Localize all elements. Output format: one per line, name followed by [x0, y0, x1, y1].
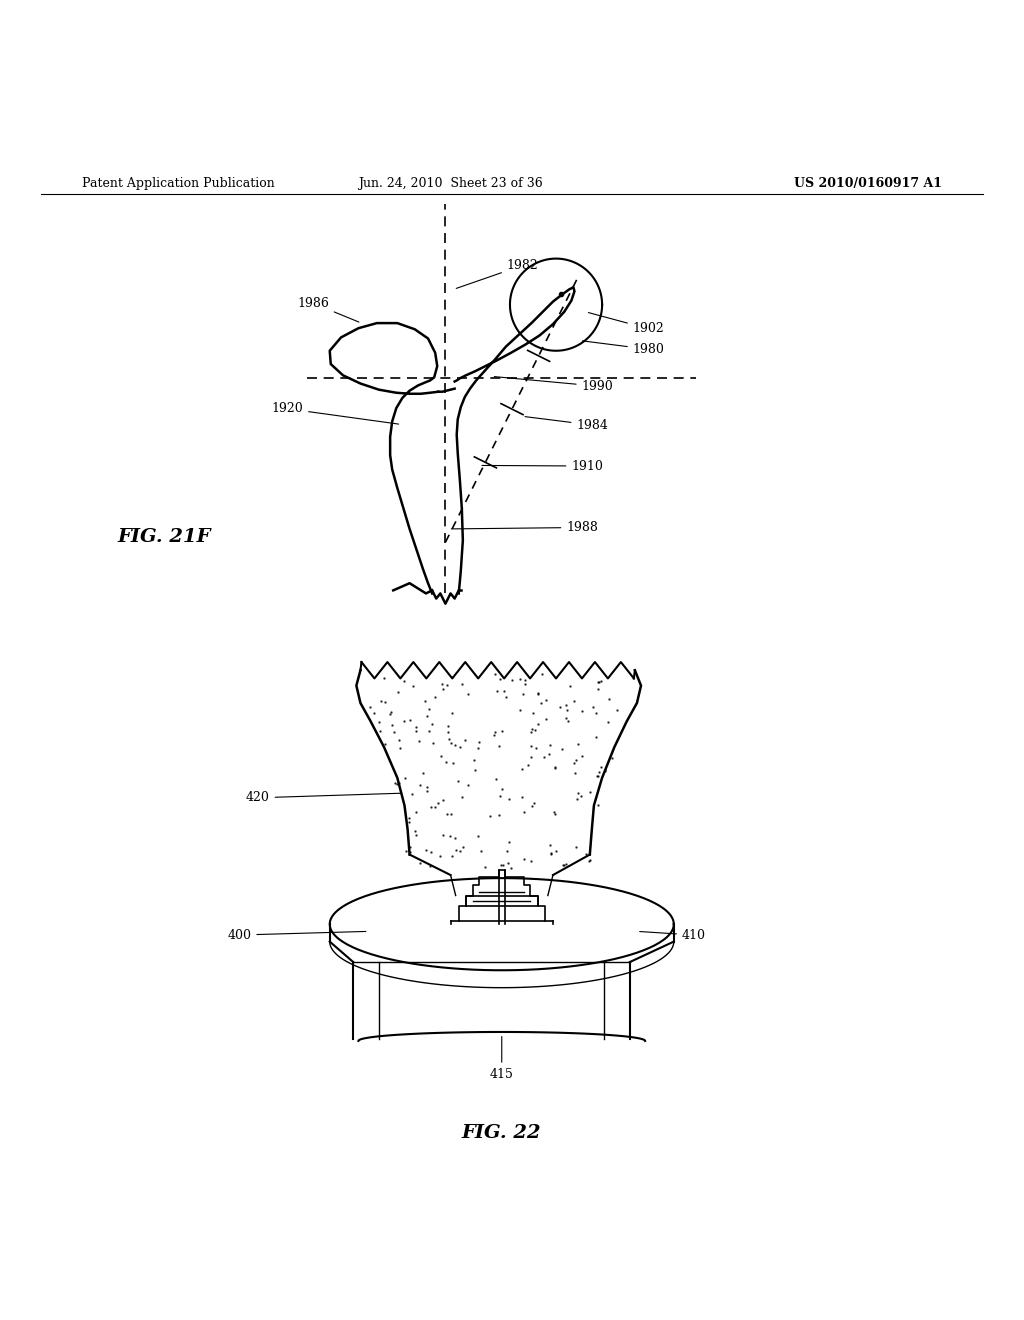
Text: Jun. 24, 2010  Sheet 23 of 36: Jun. 24, 2010 Sheet 23 of 36 — [358, 177, 543, 190]
Text: 1982: 1982 — [457, 259, 539, 288]
Text: 400: 400 — [227, 928, 366, 941]
Text: 415: 415 — [489, 1036, 514, 1081]
Text: Patent Application Publication: Patent Application Publication — [82, 177, 274, 190]
Text: 1920: 1920 — [271, 403, 398, 424]
Text: 420: 420 — [246, 791, 401, 804]
Text: 1986: 1986 — [297, 297, 358, 322]
Text: 1990: 1990 — [495, 376, 613, 392]
Text: 1988: 1988 — [452, 521, 598, 535]
Text: US 2010/0160917 A1: US 2010/0160917 A1 — [794, 177, 942, 190]
Text: 1902: 1902 — [589, 313, 665, 335]
Text: FIG. 22: FIG. 22 — [462, 1125, 542, 1142]
Text: FIG. 21F: FIG. 21F — [117, 528, 211, 546]
Text: 1910: 1910 — [482, 459, 603, 473]
Text: 1980: 1980 — [583, 341, 665, 356]
Text: 1984: 1984 — [525, 417, 608, 432]
Text: 410: 410 — [640, 928, 706, 941]
